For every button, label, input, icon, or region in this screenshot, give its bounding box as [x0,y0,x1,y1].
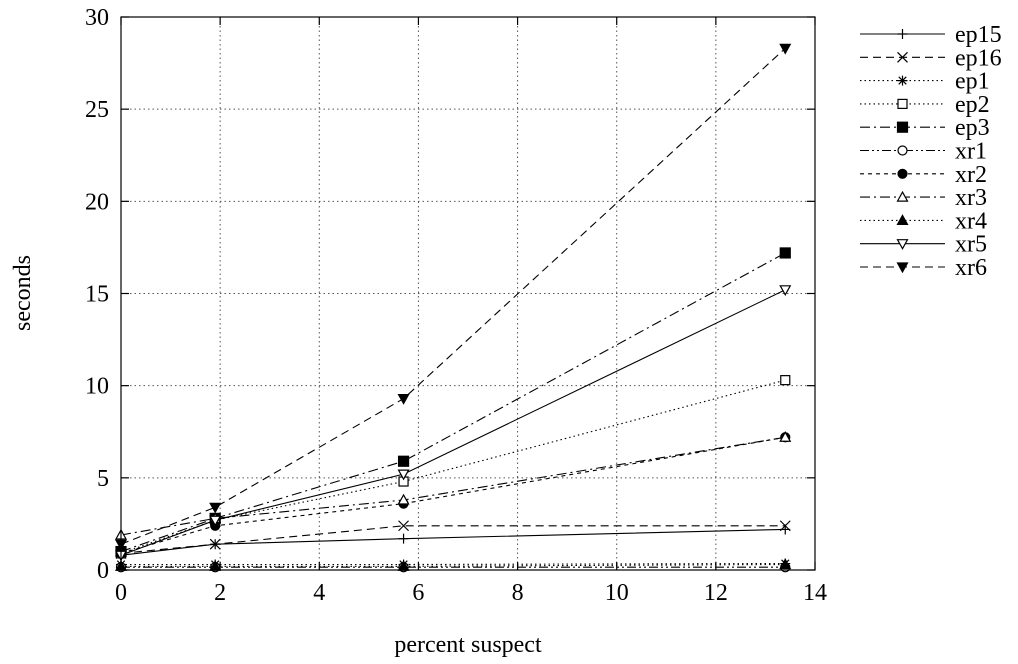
point-marker [779,558,792,570]
point-marker [209,515,222,527]
grid-layer [121,17,815,570]
legend-item-ep2: ep2 [860,92,990,118]
legend-label: ep16 [955,45,1002,71]
legend-label: ep2 [955,92,990,118]
series-line [121,562,786,566]
point-marker [779,431,792,442]
point-marker [897,98,908,110]
y-tick-label: 30 [85,5,109,31]
x-tick-label: 12 [704,580,728,606]
point-marker [779,247,791,259]
point-marker [780,375,791,386]
series-line [120,47,786,545]
point-marker [397,493,410,505]
legend-label: xr2 [955,162,987,188]
legend-label: ep1 [955,69,990,95]
series-line [120,379,786,554]
y-tick-label: 15 [85,282,109,308]
x-tick-label: 6 [412,580,424,606]
point-marker [398,533,409,544]
series-line [121,563,786,567]
point-marker [397,393,410,405]
point-marker [209,502,222,514]
point-marker [398,520,409,532]
y-tick-label: 10 [85,374,109,400]
point-marker [896,190,909,202]
x-tick-label: 2 [214,580,226,606]
point-marker [897,75,908,86]
legend-item-xr4: xr4 [860,208,987,234]
point-marker [397,469,410,481]
x-axis-label: percent suspect [394,632,542,658]
y-tick-label: 5 [97,466,109,492]
legend-item-ep16: ep16 [860,45,1002,71]
series-xr2 [115,432,791,559]
point-marker [397,455,410,467]
series-xr4 [114,558,792,571]
legend-item-xr2: xr2 [860,162,987,188]
point-marker [896,214,909,225]
legend-label: xr4 [955,208,987,234]
series-line [120,252,786,553]
x-tick-label: 8 [512,580,524,606]
y-tick-label: 20 [85,189,109,215]
point-marker [779,43,792,55]
legend-item-xr3: xr3 [860,185,987,211]
y-tick-label: 25 [85,97,109,123]
y-tick-label: 0 [97,558,109,584]
point-marker [897,29,908,39]
point-marker [779,285,792,297]
legend-item-ep15: ep15 [860,22,1002,48]
x-tick-label: 14 [803,580,827,606]
legend-label: ep15 [955,22,1002,48]
series-ep3 [115,247,791,558]
point-marker [896,121,909,133]
series-xr3 [114,431,792,540]
series-line [120,436,786,554]
point-marker [896,239,909,250]
legend-label: ep3 [955,115,990,141]
x-tick-label: 0 [115,580,127,606]
legend-item-ep1: ep1 [860,69,990,95]
series-line [120,528,786,556]
x-tick-label: 10 [605,580,629,606]
point-marker [896,262,909,274]
tick-layer: 0 2 4 6 8 10 12 14 0 5 10 15 20 25 30 [85,5,827,606]
y-axis-label: seconds [10,255,36,331]
series-line [120,289,786,556]
point-marker [897,51,908,63]
series-xr5 [114,285,792,562]
series-ep2 [115,375,791,559]
legend-item-xr5: xr5 [860,232,987,258]
legend-item-xr1: xr1 [860,139,987,165]
point-marker [209,538,221,550]
legend-label: xr3 [955,185,987,211]
legend-item-ep3: ep3 [860,115,990,141]
x-tick-label: 4 [313,580,325,606]
legend-item-xr6: xr6 [860,255,987,281]
point-marker [897,145,908,156]
series-xr6 [114,43,792,551]
legend-label: xr6 [955,255,987,281]
series-line [120,525,786,554]
legend-label: xr5 [955,232,987,258]
point-marker [897,168,908,179]
legend-label: xr1 [955,139,987,165]
series-line [120,436,786,536]
point-marker [779,520,791,532]
series-layer [114,43,792,573]
